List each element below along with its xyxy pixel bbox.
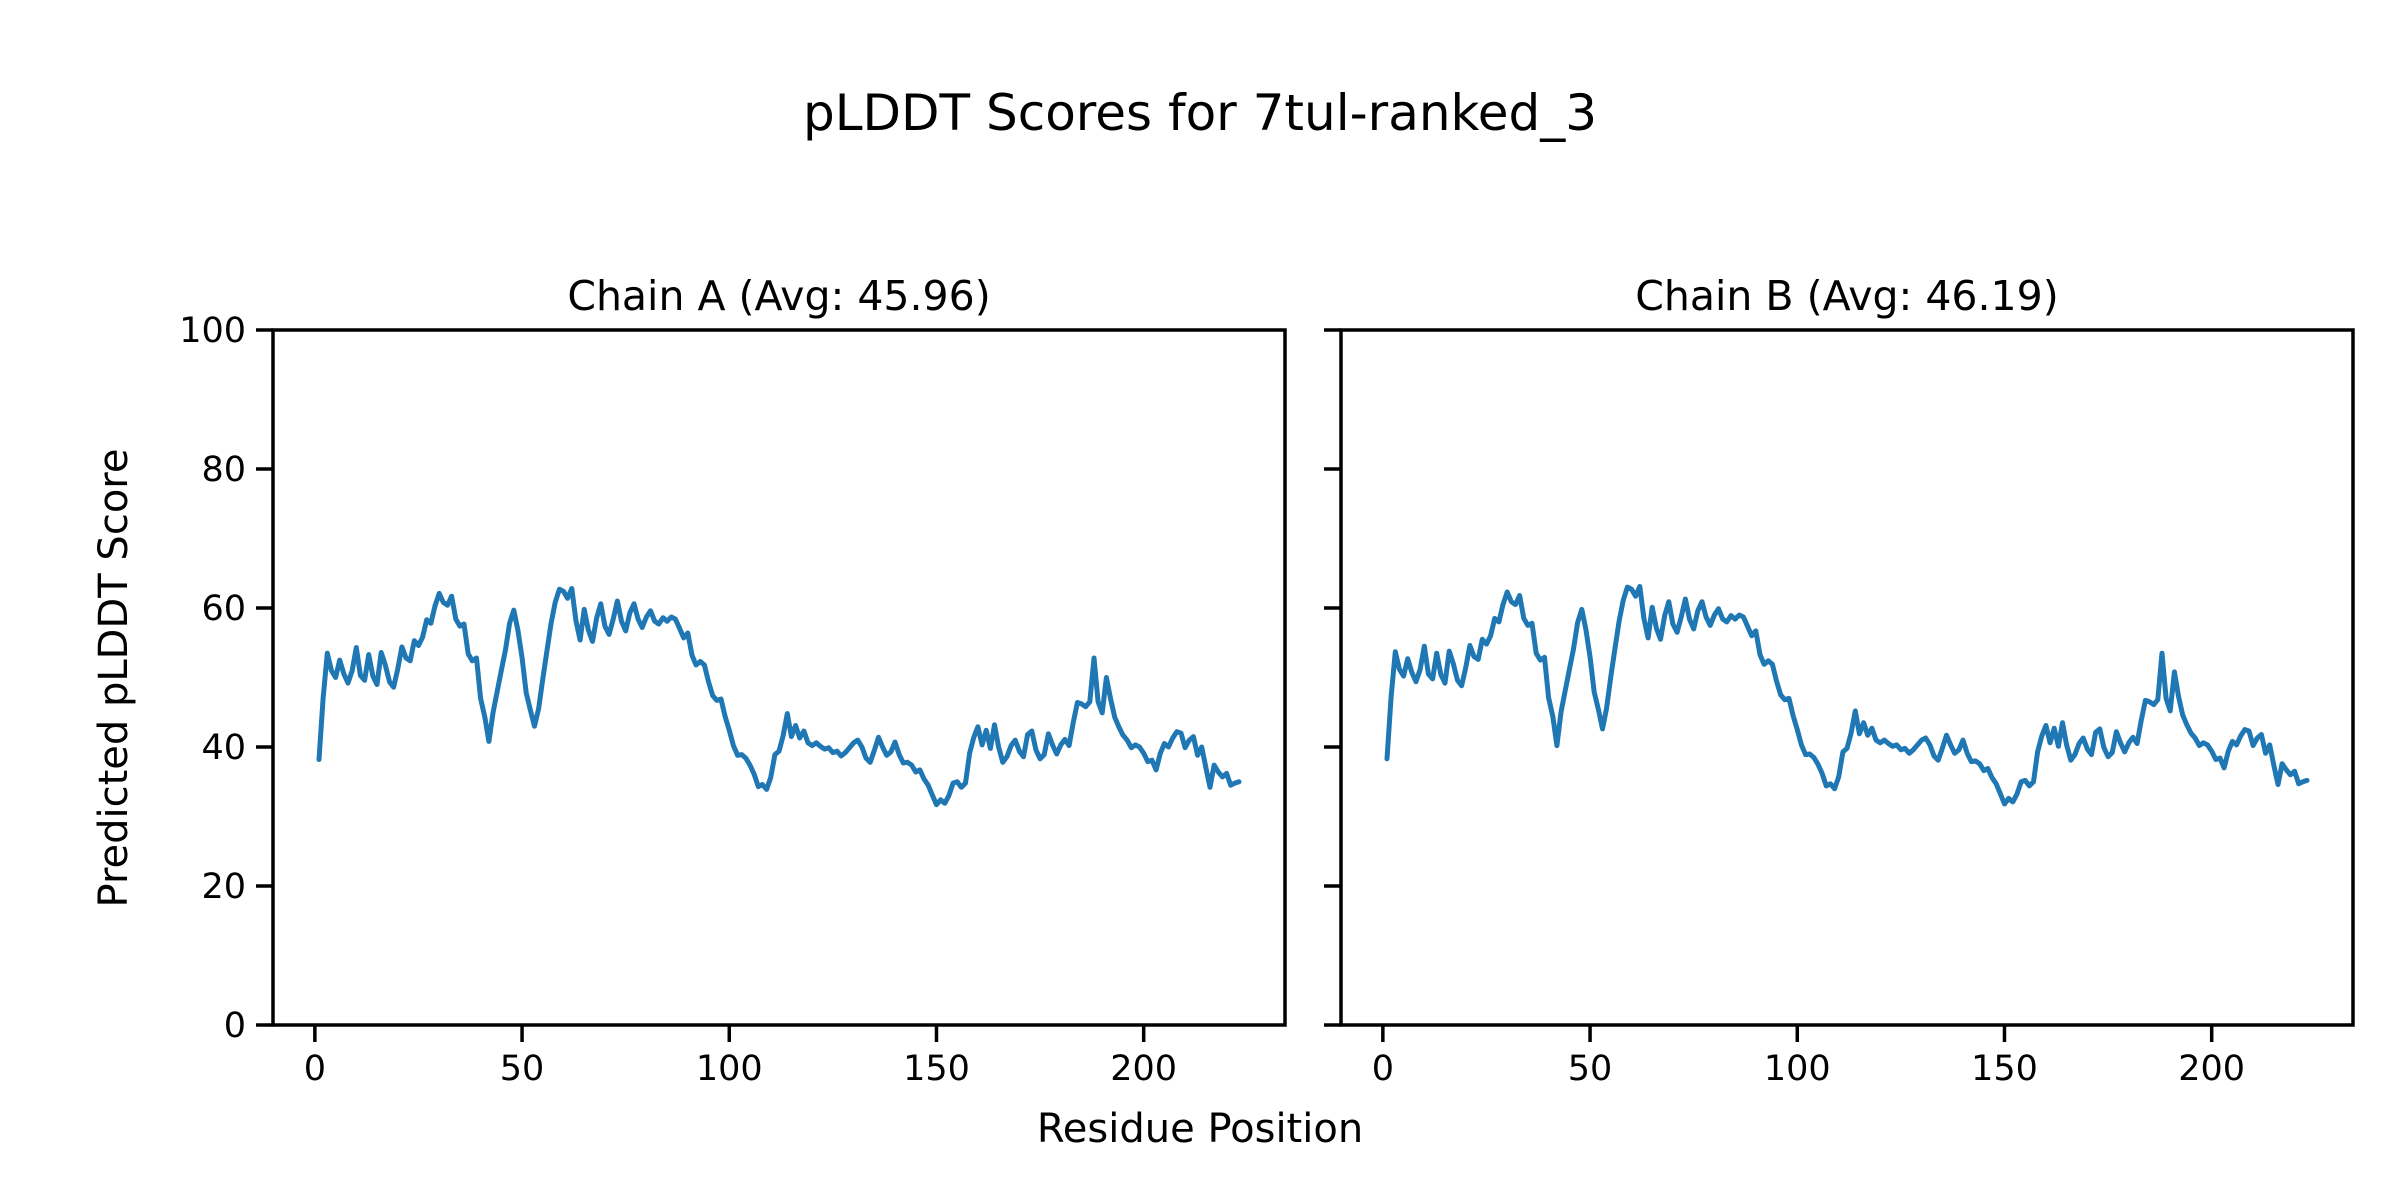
x-tick-label: 0 bbox=[1372, 1049, 1394, 1089]
y-tick-label: 40 bbox=[201, 728, 246, 768]
x-tick-label: 150 bbox=[1971, 1049, 2038, 1089]
y-tick-label: 0 bbox=[224, 1006, 246, 1046]
x-tick-label: 0 bbox=[304, 1049, 326, 1089]
axes-frame bbox=[1339, 328, 2355, 1027]
x-tick-label: 100 bbox=[1764, 1049, 1831, 1089]
figure-title: pLDDT Scores for 7tul-ranked_3 bbox=[802, 84, 1598, 142]
x-tick-label: 200 bbox=[1110, 1049, 1177, 1089]
y-tick-label: 20 bbox=[201, 867, 246, 907]
x-tick-label: 50 bbox=[1568, 1049, 1613, 1089]
plddt-line-chain-b bbox=[1384, 584, 2310, 807]
y-tick-label: 60 bbox=[201, 589, 246, 629]
x-tick-label: 200 bbox=[2178, 1049, 2245, 1089]
subplot-b-title: Chain B (Avg: 46.19) bbox=[1635, 272, 2059, 320]
x-tick-label: 150 bbox=[903, 1049, 970, 1089]
y-tick-label: 100 bbox=[179, 311, 246, 351]
y-tick-label: 80 bbox=[201, 450, 246, 490]
plddt-line-chain-a bbox=[316, 586, 1242, 808]
axes-frame bbox=[271, 328, 1287, 1027]
x-tick-label: 100 bbox=[696, 1049, 763, 1089]
subplot-a-title: Chain A (Avg: 45.96) bbox=[567, 272, 991, 320]
x-tick-label: 50 bbox=[500, 1049, 545, 1089]
x-axis-label: Residue Position bbox=[1036, 1106, 1364, 1152]
